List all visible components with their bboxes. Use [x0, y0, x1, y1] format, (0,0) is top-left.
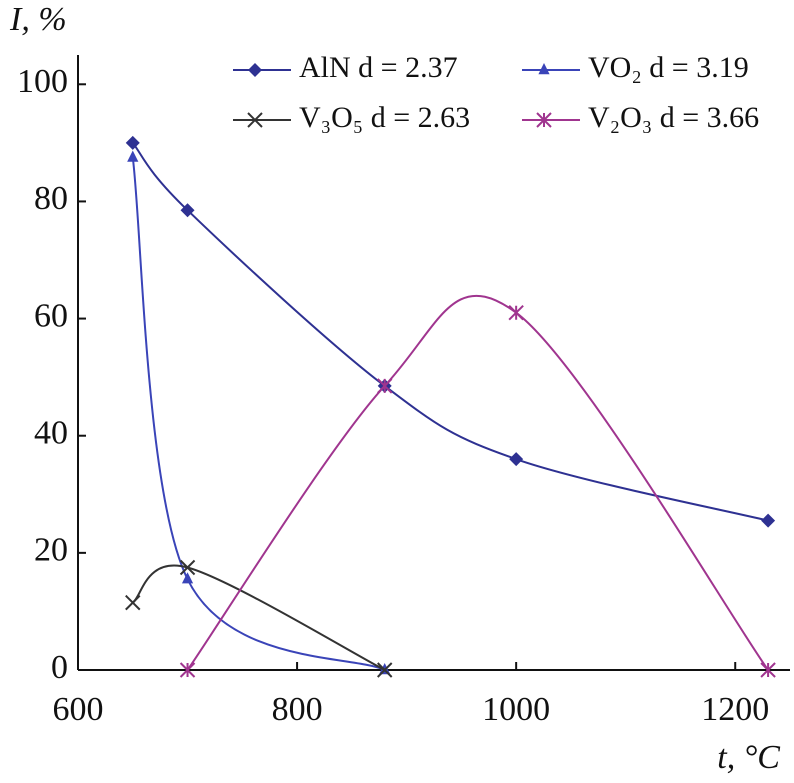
marker-shape [538, 63, 550, 75]
marker-shape [180, 203, 195, 218]
legend-label: V₃O₅ d = 2.63 [299, 101, 470, 134]
data-point [508, 305, 524, 321]
data-point [125, 594, 141, 611]
marker-shape [179, 559, 196, 576]
x-tick-label: 600 [53, 691, 104, 728]
marker-shape [179, 662, 196, 678]
marker-shape [247, 112, 263, 128]
marker-shape [536, 112, 552, 128]
series-line [131, 157, 386, 671]
y-tick-label: 100 [17, 63, 68, 100]
legend-marker [538, 63, 550, 75]
marker-shape [760, 662, 776, 678]
y-tick-label: 20 [34, 532, 68, 569]
x-tick-label: 1000 [482, 691, 550, 728]
marker-shape [248, 63, 262, 77]
data-point [377, 378, 393, 394]
x-tick-label: 800 [272, 691, 323, 728]
marker-shape [181, 572, 194, 584]
data-point [377, 662, 393, 678]
data-point [760, 662, 776, 678]
y-tick-label: 40 [34, 415, 68, 452]
data-point [761, 513, 776, 528]
legend-marker [536, 112, 552, 128]
y-tick-label: 80 [34, 180, 68, 217]
data-point [179, 559, 196, 576]
marker-shape [377, 378, 393, 394]
data-point [509, 452, 524, 467]
y-tick-label: 60 [34, 297, 68, 334]
legend-label: VO₂ d = 3.19 [588, 51, 749, 84]
series-line [186, 294, 769, 671]
marker-shape [125, 594, 141, 611]
legend-marker [247, 112, 263, 128]
marker-shape [508, 305, 524, 321]
x-tick-label: 1200 [701, 691, 769, 728]
y-tick-label: 0 [51, 649, 68, 686]
marker-shape [127, 150, 139, 162]
marker-shape [125, 135, 140, 150]
marker-shape [761, 513, 776, 528]
y-axis-label: I, % [9, 1, 67, 38]
legend-label: AlN d = 2.37 [299, 51, 458, 84]
data-point [179, 662, 196, 678]
series-line [131, 142, 769, 522]
marker-shape [377, 662, 393, 678]
x-axis-label: t, °C [717, 739, 780, 776]
legend-label: V₂O₃ d = 3.66 [588, 101, 759, 134]
data-point [181, 572, 194, 584]
data-point [127, 150, 139, 162]
series-line [132, 564, 386, 671]
data-point [125, 135, 140, 150]
legend-marker [248, 63, 262, 77]
marker-shape [509, 452, 524, 467]
data-point [180, 203, 195, 218]
